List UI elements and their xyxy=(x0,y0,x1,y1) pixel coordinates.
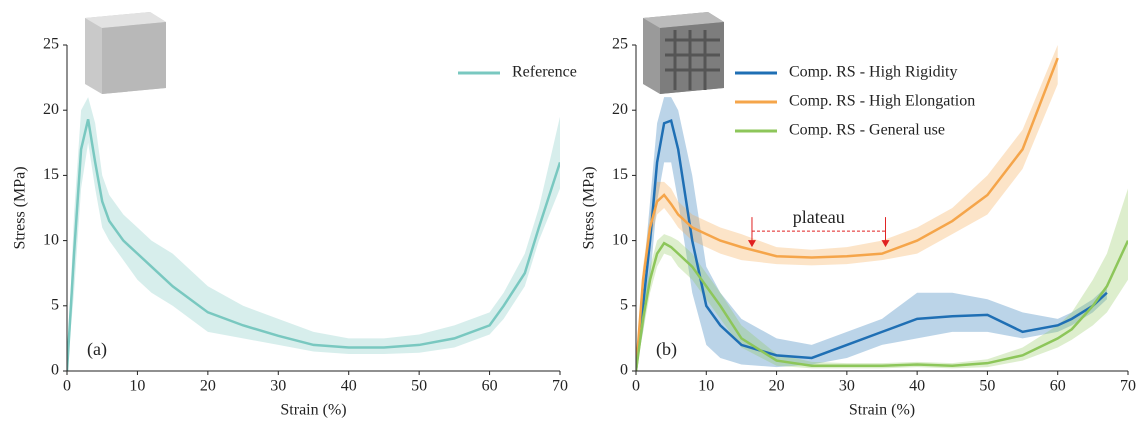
y-tick-label: 10 xyxy=(43,231,59,248)
cube-a xyxy=(85,12,166,94)
annotation-text: plateau xyxy=(793,207,845,227)
x-tick-label: 10 xyxy=(698,378,714,395)
y-tick-label: 20 xyxy=(43,101,59,118)
x-tick-label: 20 xyxy=(769,378,785,395)
x-tick-label: 60 xyxy=(482,378,498,395)
x-tick-label: 30 xyxy=(270,378,286,395)
y-tick-label: 20 xyxy=(612,101,628,118)
x-tick-label: 50 xyxy=(979,378,995,395)
y-axis-label: Stress (MPa) xyxy=(581,166,598,249)
panel-label: (a) xyxy=(87,339,107,360)
plot xyxy=(67,97,560,371)
y-tick-label: 25 xyxy=(43,36,59,53)
y-tick-label: 5 xyxy=(51,296,59,313)
cube-b xyxy=(643,12,724,94)
y-tick-label: 5 xyxy=(620,296,628,313)
x-tick-label: 0 xyxy=(632,378,640,395)
panel-label: (b) xyxy=(656,339,677,360)
legend-label: Reference xyxy=(512,64,577,81)
x-tick-label: 40 xyxy=(341,378,357,395)
x-tick-label: 70 xyxy=(1120,378,1136,395)
x-tick-label: 50 xyxy=(411,378,427,395)
y-axis-label: Stress (MPa) xyxy=(12,166,29,249)
panel: 0 10 20 30 40 50 60 70 0 5 10 15 20 25 Strain (%) Stres… xyxy=(12,36,577,419)
x-tick-label: 10 xyxy=(129,378,145,395)
x-tick-label: 20 xyxy=(200,378,216,395)
y-tick-label: 10 xyxy=(612,231,628,248)
x-tick-label: 60 xyxy=(1050,378,1066,395)
x-axis-label: Strain (%) xyxy=(849,402,915,419)
x-tick-label: 70 xyxy=(552,378,568,395)
y-tick-label: 15 xyxy=(612,166,628,183)
error-band xyxy=(67,97,560,371)
x-tick-label: 40 xyxy=(909,378,925,395)
x-tick-label: 30 xyxy=(839,378,855,395)
y-tick-label: 15 xyxy=(43,166,59,183)
legend-label: Comp. RS - High Elongation xyxy=(789,93,975,110)
y-tick-label: 25 xyxy=(612,36,628,53)
x-tick-label: 0 xyxy=(63,378,71,395)
x-axis-label: Strain (%) xyxy=(280,402,346,419)
legend-label: Comp. RS - General use xyxy=(789,122,945,139)
figure: 0102030405060700510152025Strain (%)Stres… xyxy=(0,0,1136,431)
y-tick-label: 0 xyxy=(51,362,59,379)
legend-label: Comp. RS - High Rigidity xyxy=(789,64,957,81)
y-tick-label: 0 xyxy=(620,362,628,379)
